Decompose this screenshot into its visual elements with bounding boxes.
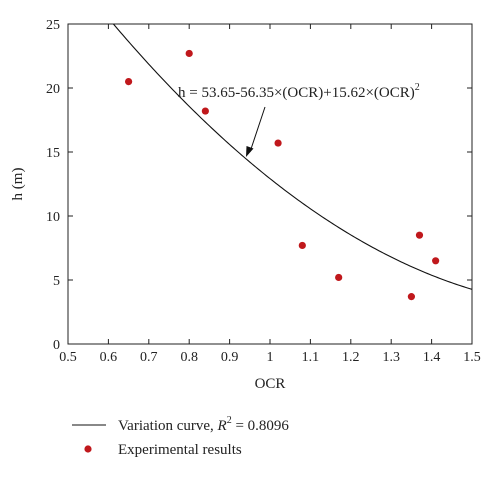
data-point bbox=[125, 78, 133, 86]
data-point bbox=[298, 241, 306, 250]
equation-annotation: h = 53.65-56.35×(OCR)+15.62×(OCR)2 bbox=[178, 82, 420, 101]
y-tick-label: 25 bbox=[46, 18, 60, 33]
x-tick-label: 0.8 bbox=[180, 350, 198, 365]
equation-main: h = 53.65-56.35×(OCR)+15.62×(OCR) bbox=[178, 85, 415, 101]
x-tick-label: 0.7 bbox=[140, 350, 158, 365]
legend-r2-value: = 0.8096 bbox=[232, 418, 290, 434]
y-tick-label: 15 bbox=[46, 146, 60, 161]
legend-r2-symbol: R bbox=[217, 418, 227, 434]
axis-ticks: 0.5 0.6 0.7 0.8 0.9 1 1.1 1.2 1.3 1.4 1.5 0 5 10 15 20 2… bbox=[46, 18, 481, 365]
legend-points-label: Experimental results bbox=[118, 442, 242, 458]
legend-line-label: Variation curve, bbox=[118, 418, 218, 434]
data-point bbox=[185, 49, 193, 58]
points-group bbox=[125, 49, 440, 301]
x-tick-label: 1.3 bbox=[382, 350, 400, 365]
curve-group bbox=[112, 24, 472, 290]
legend: Variation curve, R2 = 0.8096 Experimenta… bbox=[72, 415, 289, 458]
data-point bbox=[415, 231, 424, 239]
annotation-arrow-line bbox=[249, 106, 266, 153]
data-point bbox=[335, 273, 343, 282]
data-point bbox=[201, 107, 209, 115]
x-axis-label: OCR bbox=[255, 376, 286, 392]
legend-point-swatch bbox=[84, 445, 92, 453]
x-tick-label: 1.2 bbox=[342, 350, 360, 365]
x-tick-label: 0.9 bbox=[221, 350, 239, 365]
x-tick-label: 1 bbox=[267, 350, 274, 365]
y-tick-label: 10 bbox=[46, 210, 60, 225]
y-axis-label: h (m) bbox=[10, 168, 26, 201]
annotation-arrow-head bbox=[246, 146, 254, 157]
variation-curve bbox=[112, 24, 472, 290]
x-tick-label: 0.5 bbox=[59, 350, 77, 365]
legend-line-entry: Variation curve, R2 = 0.8096 bbox=[118, 415, 289, 434]
data-point bbox=[432, 257, 440, 265]
equation-exponent: 2 bbox=[415, 82, 420, 93]
x-tick-label: 1.1 bbox=[302, 350, 320, 365]
data-point bbox=[274, 139, 282, 147]
y-tick-label: 0 bbox=[53, 338, 60, 353]
data-point bbox=[407, 293, 415, 301]
y-tick-label: 20 bbox=[46, 82, 60, 97]
x-tick-label: 0.6 bbox=[100, 350, 118, 365]
legend-r2-exponent: 2 bbox=[227, 415, 232, 426]
x-tick-label: 1.5 bbox=[463, 350, 481, 365]
x-tick-label: 1.4 bbox=[423, 350, 441, 365]
y-tick-label: 5 bbox=[53, 274, 60, 289]
